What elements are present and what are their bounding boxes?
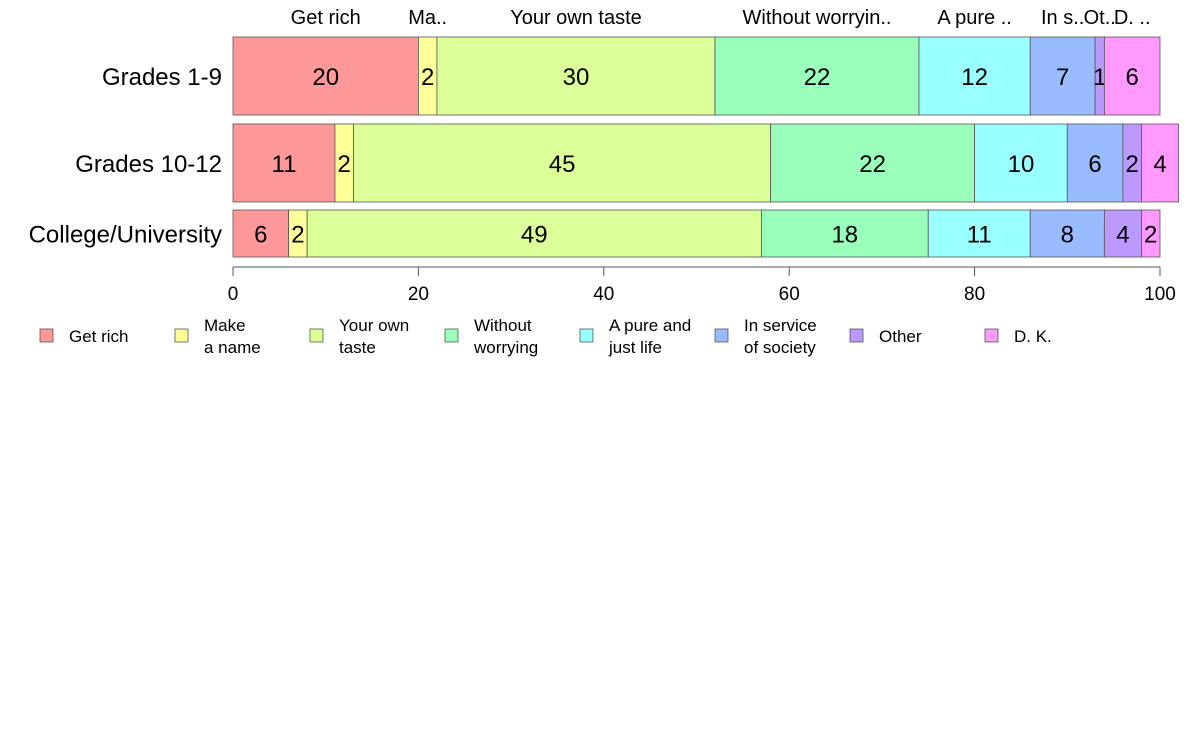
bar-segment-get-rich bbox=[232, 36, 419, 116]
legend-label: In service bbox=[744, 316, 817, 335]
data-label: 18 bbox=[831, 222, 858, 249]
x-tick-label: 60 bbox=[779, 284, 800, 305]
legend-item-d-k: D. K. bbox=[984, 327, 1052, 346]
data-label: 6 bbox=[254, 222, 267, 249]
series-top-labels: Get rich Ma.. Your own taste Without worryi… bbox=[291, 7, 1151, 29]
series-top-label: Your own taste bbox=[510, 7, 642, 29]
data-label: 22 bbox=[859, 151, 886, 178]
legend-swatch bbox=[174, 328, 189, 343]
bar-segment-in-service-of-society bbox=[1029, 209, 1105, 258]
x-tick-label: 100 bbox=[1144, 284, 1176, 305]
bar-segment-without-worrying bbox=[760, 209, 929, 258]
bar-segment-a-pure-and-just-life bbox=[918, 36, 1031, 116]
legend-label: of society bbox=[744, 338, 816, 357]
data-label: 1 bbox=[1093, 64, 1106, 91]
data-label: 11 bbox=[967, 222, 992, 249]
data-label: 45 bbox=[549, 151, 576, 178]
bars: 20 2 30 22 12 7 1 611 2 45 22 10 6 2 46 2 49 18 11 8 4 2 bbox=[232, 36, 1179, 258]
legend-label: taste bbox=[339, 338, 376, 357]
x-tick-label: 80 bbox=[964, 284, 985, 305]
bar-segment-a-pure-and-just-life bbox=[927, 209, 1031, 258]
data-label: 6 bbox=[1088, 151, 1101, 178]
data-label: 2 bbox=[1144, 222, 1157, 249]
legend-label: A pure and bbox=[609, 316, 691, 335]
legend-label: Without bbox=[474, 316, 532, 335]
series-top-label: Ot.. bbox=[1084, 7, 1116, 29]
series-top-label: Without worryin.. bbox=[743, 7, 892, 29]
series-top-label: D. .. bbox=[1114, 7, 1151, 29]
legend-label: Other bbox=[879, 327, 922, 346]
legend-swatch bbox=[444, 328, 459, 343]
legend-swatch bbox=[984, 328, 999, 343]
legend-label: just life bbox=[608, 338, 662, 357]
data-label: 22 bbox=[804, 64, 831, 91]
x-tick-label: 40 bbox=[593, 284, 614, 305]
bar-segment-other bbox=[1103, 209, 1142, 258]
bar-segment-without-worrying bbox=[714, 36, 920, 116]
data-label: 7 bbox=[1056, 64, 1069, 91]
bar-segment-d-k bbox=[1103, 36, 1161, 116]
legend-item-without-worrying: Without worrying bbox=[444, 316, 538, 357]
legend-label: Your own bbox=[339, 316, 409, 335]
bar-segment-get-rich bbox=[232, 209, 290, 258]
category-label: Grades 10-12 bbox=[75, 151, 222, 178]
category-label: Grades 1-9 bbox=[102, 64, 222, 91]
x-axis: 0 20 40 60 80 100 bbox=[228, 266, 1176, 305]
bar-segment-d-k bbox=[1141, 209, 1161, 258]
bar-segment-your-own-taste bbox=[306, 209, 762, 258]
legend-swatch bbox=[579, 328, 594, 343]
series-top-label: A pure .. bbox=[937, 7, 1012, 29]
data-label: 20 bbox=[312, 64, 339, 91]
data-label: 49 bbox=[521, 222, 548, 249]
series-top-label: Ma.. bbox=[408, 7, 447, 29]
data-label: 30 bbox=[563, 64, 590, 91]
legend-label: Get rich bbox=[69, 327, 129, 346]
bar-segment-without-worrying bbox=[770, 123, 975, 203]
bar-segment-your-own-taste bbox=[353, 123, 772, 203]
legend-swatch bbox=[39, 328, 54, 343]
bar-segment-get-rich bbox=[232, 123, 336, 203]
data-label: 2 bbox=[1126, 151, 1139, 178]
legend-item-other: Other bbox=[849, 327, 922, 346]
category-label: College/University bbox=[29, 222, 222, 249]
bar-segment-your-own-taste bbox=[436, 36, 716, 116]
legend-item-your-own-taste: Your own taste bbox=[309, 316, 409, 357]
series-top-label: In s.. bbox=[1041, 7, 1084, 29]
data-label: 6 bbox=[1126, 64, 1139, 91]
x-tick-label: 20 bbox=[408, 284, 429, 305]
data-label: 2 bbox=[291, 222, 304, 249]
legend-item-make-a-name: Make a name bbox=[174, 316, 261, 357]
x-tick-label: 0 bbox=[228, 284, 239, 305]
series-top-label: Get rich bbox=[291, 7, 361, 29]
legend-swatch bbox=[849, 328, 864, 343]
legend-item-in-service-of-society: In service of society bbox=[714, 316, 817, 357]
data-label: 11 bbox=[272, 151, 297, 178]
data-label: 2 bbox=[338, 151, 351, 178]
legend-label: worrying bbox=[473, 338, 538, 357]
legend-swatch bbox=[309, 328, 324, 343]
bar-segment-a-pure-and-just-life bbox=[974, 123, 1068, 203]
bar-segment-d-k bbox=[1141, 123, 1179, 203]
legend-label: Make bbox=[204, 316, 246, 335]
legend-swatch bbox=[714, 328, 729, 343]
data-label: 4 bbox=[1116, 222, 1129, 249]
data-label: 10 bbox=[1008, 151, 1035, 178]
data-label: 2 bbox=[421, 64, 434, 91]
data-label: 8 bbox=[1061, 222, 1074, 249]
legend: Get rich Make a name Your own taste Without wo… bbox=[39, 316, 1052, 357]
legend-item-get-rich: Get rich bbox=[39, 327, 129, 346]
data-label: 12 bbox=[961, 64, 988, 91]
bar-segment-in-service-of-society bbox=[1029, 36, 1096, 116]
data-label: 4 bbox=[1153, 151, 1166, 178]
legend-item-a-pure-and-just-life: A pure and just life bbox=[579, 316, 691, 357]
legend-label: D. K. bbox=[1014, 327, 1052, 346]
legend-label: a name bbox=[204, 338, 261, 357]
category-labels: Grades 1-9 Grades 10-12 College/University bbox=[29, 64, 222, 249]
